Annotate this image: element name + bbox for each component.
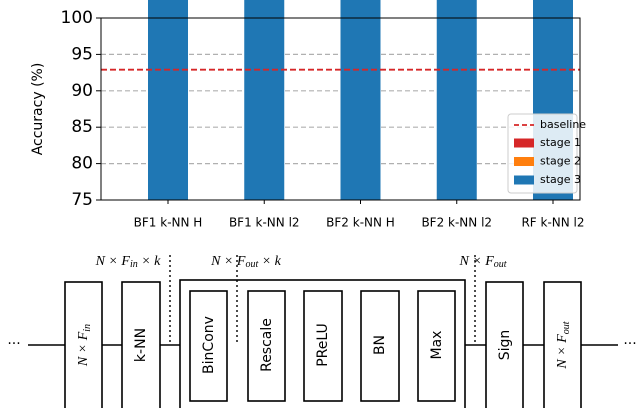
node-label: PReLU [315,323,331,367]
layer-block [247,290,286,402]
math-base: N × F [95,254,131,269]
bar-segment [244,0,285,200]
math-base: N × F [210,254,246,269]
output-label: N × Fout [555,321,572,369]
y-axis-label: Accuracy (%) [30,63,46,156]
legend-swatch [514,157,534,166]
axes-frame [100,17,581,201]
bar-segment [436,0,477,200]
y-tick-label: 75 [71,190,93,210]
ellipsis: ··· [623,336,636,352]
sign-block [485,281,524,408]
layer-block [417,290,456,402]
layer-block [189,290,228,402]
x-tick-label: BF1 k-NN H [134,216,203,230]
shape-annotation: N × Fin × k [95,254,162,270]
math-base: N × F [458,254,494,269]
legend-swatch [514,138,534,148]
y-tick-label: 80 [71,154,93,174]
input-block [64,281,103,408]
y-tick-label: 85 [71,117,93,137]
x-tick-label: BF2 k-NN H [326,216,395,230]
node-label: k-NN [133,328,149,362]
math-sub: in [82,324,93,332]
node-label: Rescale [259,318,275,372]
math-sub: out [561,321,572,334]
shape-annotation: N × Fout [458,254,506,270]
legend-label: baseline [540,118,586,131]
y-tick-label: 100 [61,8,93,28]
knn-block [121,281,161,408]
math-sub: out [494,259,507,270]
input-label: N × Fin [76,324,93,367]
layer-block [360,290,400,402]
node-label: Sign [497,330,513,361]
plot-area: 75 80 85 90 95 100 BF1 k-NN H BF1 k-NN l2 BF2 k-… [61,0,586,230]
diagram: ··· ··· N × Fin k-NN BinConv Rescale PRe… [7,254,637,408]
node-label: Max [429,331,445,360]
math-sub: out [245,259,258,270]
legend-label: stage 3 [540,173,581,186]
x-tick-label: BF2 k-NN l2 [421,216,492,230]
shape-annotation: N × Fout × k [210,254,282,270]
legend-label: stage 1 [540,136,581,149]
math-tail: × k [258,254,281,269]
output-block [543,281,582,408]
node-label: BinConv [201,316,217,374]
bar-segment [148,0,188,200]
x-tick-label: BF1 k-NN l2 [229,216,300,230]
math-base: N × F [76,331,91,367]
math-tail: × k [138,254,161,269]
math-base: N × F [555,334,570,370]
x-tick-label: RF k-NN l2 [521,216,584,230]
legend-swatch [514,175,534,185]
node-label: BN [372,335,388,355]
legend-box [507,113,578,194]
y-tick-label: 95 [71,44,93,64]
legend-label: stage 2 [540,155,581,168]
bar-segment [340,0,381,200]
math-sub: in [130,259,138,270]
y-tick-label: 90 [71,81,93,101]
ellipsis: ··· [7,336,20,352]
layer-block [303,290,343,402]
